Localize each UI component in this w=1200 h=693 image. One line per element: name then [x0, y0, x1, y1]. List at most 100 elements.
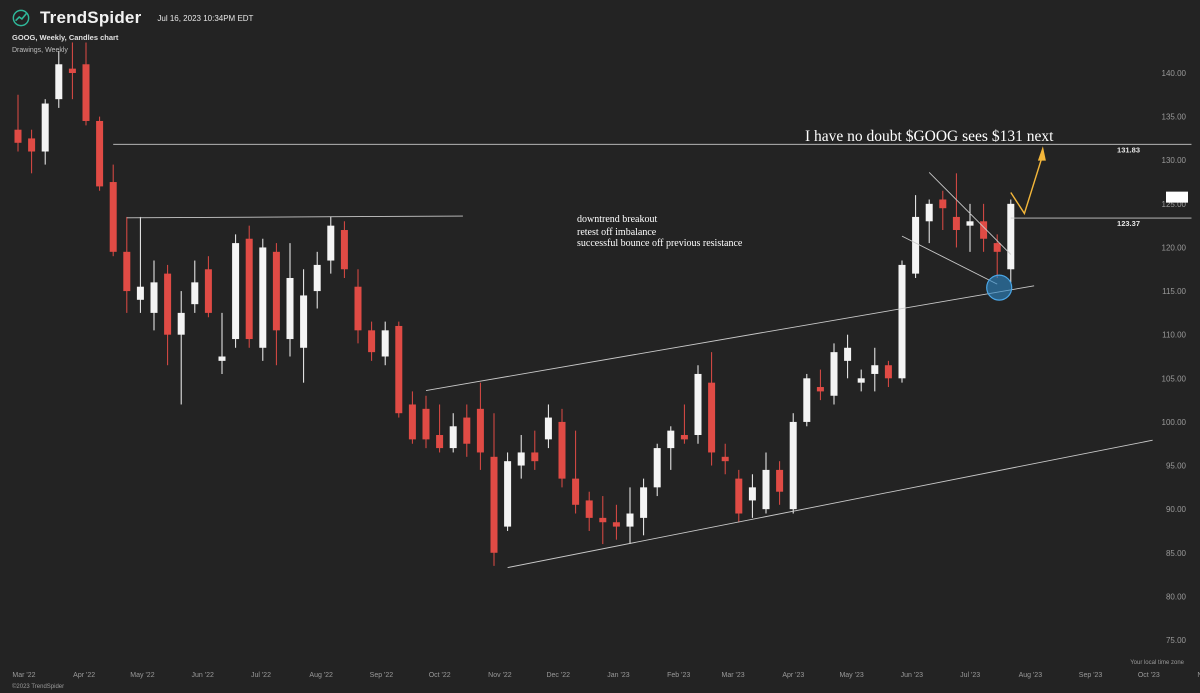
candle-body — [408, 404, 416, 440]
wedge-upper-line — [928, 172, 1012, 255]
candle-body — [82, 64, 90, 121]
candle-body — [164, 273, 172, 335]
candle — [300, 269, 308, 383]
candle — [55, 51, 63, 108]
candle-body — [286, 277, 294, 340]
candle-body — [572, 478, 580, 505]
x-tick-label: Jun '23 — [901, 672, 923, 679]
candle-body — [381, 330, 389, 357]
candle — [735, 469, 743, 523]
timestamp: Jul 16, 2023 10:34PM EDT — [157, 13, 254, 23]
y-tick-label: 135.00 — [1162, 113, 1187, 122]
candle — [748, 474, 756, 518]
x-tick-label: Mar '22 — [12, 672, 35, 679]
candle-body — [1007, 203, 1015, 270]
candle — [327, 216, 335, 274]
candle-body — [490, 456, 498, 553]
candle-body — [857, 378, 865, 383]
x-tick-label: Oct '22 — [429, 672, 451, 679]
candle-body — [708, 382, 716, 453]
x-tick-label: Nov '22 — [488, 672, 512, 679]
copyright: ©2023 TrendSpider — [12, 684, 65, 690]
candle-body — [612, 522, 620, 527]
candle — [531, 430, 539, 470]
candle — [993, 234, 1001, 278]
candle-body — [109, 182, 117, 252]
candle-body — [748, 487, 756, 501]
y-tick-label: 75.00 — [1166, 636, 1187, 645]
candle — [136, 216, 144, 313]
candle — [463, 404, 471, 457]
y-tick-label: 140.00 — [1162, 69, 1187, 78]
candle — [789, 413, 797, 514]
candle — [286, 243, 294, 357]
candle — [232, 234, 240, 348]
x-tick-label: Jul '22 — [251, 672, 271, 679]
wedge-lower-line — [901, 235, 998, 285]
candle-body — [327, 225, 335, 261]
y-tick-label: 115.00 — [1162, 287, 1186, 296]
candle — [721, 443, 729, 475]
candle — [259, 238, 267, 361]
candle-body — [123, 251, 131, 292]
price-marker-label: 131.83 — [1117, 145, 1140, 154]
candle — [150, 260, 158, 331]
annotation-note: successful bounce off previous resistanc… — [577, 238, 743, 249]
x-axis: Mar '22 Apr '22 May '22 Jun '22 Jul '22 Aug '… — [12, 672, 1200, 679]
candle — [517, 435, 525, 479]
candle-body — [191, 282, 199, 305]
arrow-head-icon — [1037, 146, 1046, 161]
projection-arrow — [1010, 157, 1043, 216]
candle — [164, 264, 172, 366]
candle — [830, 343, 838, 405]
retest-circle — [986, 274, 1013, 301]
candle — [218, 312, 226, 374]
candle-body — [816, 387, 824, 392]
y-tick-label: 110.00 — [1162, 331, 1186, 340]
candle — [558, 408, 566, 488]
candle-body — [449, 426, 457, 449]
y-tick-label: 90.00 — [1166, 505, 1187, 514]
candle — [408, 391, 416, 444]
candle — [803, 373, 811, 427]
x-tick-label: Jul '23 — [960, 672, 980, 679]
candle — [653, 443, 661, 497]
chart-title: GOOG, Weekly, Candles chart — [12, 33, 119, 42]
chart-header: TrendSpider Jul 16, 2023 10:34PM EDT — [12, 8, 253, 28]
candle-body — [653, 448, 661, 488]
candle — [436, 404, 444, 453]
candle-body — [898, 264, 906, 379]
candle — [572, 430, 580, 514]
candle — [898, 260, 906, 383]
drawings-label: Drawings, Weekly — [12, 47, 68, 54]
y-tick-label: 125.00 — [1162, 200, 1187, 209]
price-markers: 131.83 123.37 — [1117, 145, 1188, 228]
candle-body — [272, 251, 280, 331]
candle-body — [952, 216, 960, 231]
timezone-label[interactable]: Your local time zone — [1130, 660, 1184, 666]
annotation-headline: I have no doubt $GOOG sees $131 next — [805, 128, 1054, 145]
candle — [925, 199, 933, 244]
y-tick-label: 130.00 — [1162, 156, 1187, 165]
x-tick-label: Nov '23 — [1197, 672, 1200, 679]
candle-body — [150, 282, 158, 313]
candle-body — [177, 312, 185, 335]
channel-upper-line — [425, 285, 1035, 391]
candle — [395, 321, 403, 418]
candle-body — [517, 452, 525, 466]
x-tick-label: May '22 — [130, 672, 154, 679]
candle-body — [599, 517, 607, 523]
candle — [857, 369, 865, 392]
channel-lower-line — [507, 439, 1153, 569]
candle — [912, 195, 920, 278]
annotation-note: downtrend breakout — [577, 214, 657, 225]
candle-body — [694, 373, 702, 436]
candle-body — [395, 325, 403, 414]
candle-body — [232, 243, 240, 340]
y-tick-label: 95.00 — [1166, 462, 1187, 471]
trendspider-logo-icon — [12, 9, 30, 27]
y-tick-label: 120.00 — [1162, 243, 1187, 252]
y-tick-label: 85.00 — [1166, 549, 1187, 558]
y-tick-label: 100.00 — [1162, 418, 1187, 427]
